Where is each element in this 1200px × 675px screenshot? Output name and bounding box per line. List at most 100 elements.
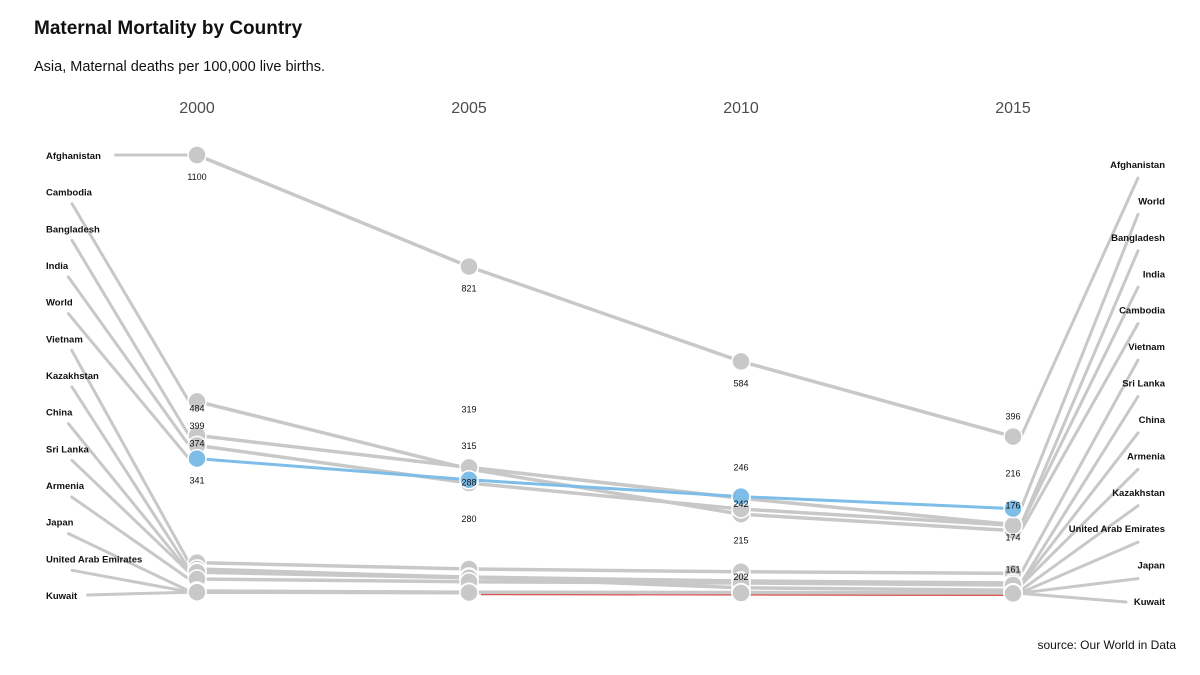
right-connector-united-arab-emirates <box>1019 540 1140 595</box>
left-label-world: World <box>46 298 73 309</box>
left-label-kazakhstan: Kazakhstan <box>46 371 99 382</box>
left-connector-sri-lanka <box>70 458 191 574</box>
left-label-china: China <box>46 408 73 419</box>
point-cambodia-2000 <box>187 391 207 412</box>
line-vietnam <box>195 560 1015 576</box>
line-bangladesh <box>195 433 1015 527</box>
data-label-2005-315: 315 <box>461 441 476 451</box>
line-afghanistan <box>195 153 1015 439</box>
country-labels: Afghanistan Cambodia Bangladesh India World V… <box>46 151 1166 608</box>
right-label-cambodia: Cambodia <box>1119 306 1166 317</box>
point-kuwait-2000 <box>187 582 207 602</box>
year-header-2000: 2000 <box>179 100 215 117</box>
point-kuwait-2015 <box>1003 583 1023 604</box>
data-label-2015-216: 216 <box>1005 469 1020 479</box>
left-label-sri-lanka: Sri Lanka <box>46 444 89 455</box>
right-label-india: India <box>1143 269 1166 280</box>
year-headers: 2000 2005 2010 2015 <box>179 100 1031 117</box>
left-connector-united-arab-emirates <box>70 568 191 594</box>
right-connector-india <box>1019 285 1140 527</box>
year-header-2010: 2010 <box>723 100 759 117</box>
data-label-2000-399: 399 <box>189 421 204 431</box>
data-label-2000-1100: 1100 <box>187 172 206 182</box>
chart-title: Maternal Mortality by Country <box>34 18 303 39</box>
left-connector-vietnam <box>70 348 191 565</box>
left-connector-japan <box>66 532 191 593</box>
data-label-2005-821: 821 <box>461 284 476 294</box>
right-label-kazakhstan: Kazakhstan <box>1112 488 1165 499</box>
right-connector-kuwait <box>1019 591 1128 604</box>
right-label-afghanistan: Afghanistan <box>1110 160 1165 171</box>
left-connector-world <box>66 312 191 461</box>
point-afghanistan-2015 <box>1003 426 1023 447</box>
right-connector-japan <box>1019 577 1140 595</box>
left-label-japan: Japan <box>46 518 74 529</box>
right-label-kuwait: Kuwait <box>1134 597 1166 608</box>
series-points <box>187 145 1023 604</box>
left-label-armenia: Armenia <box>46 481 85 492</box>
left-label-cambodia: Cambodia <box>46 188 93 199</box>
data-label-2005-288: 288 <box>461 477 476 487</box>
data-label-2015-396: 396 <box>1005 412 1020 422</box>
data-label-2015-161: 161 <box>1005 565 1020 575</box>
left-label-united-arab-emirates: United Arab Emirates <box>46 554 142 565</box>
data-label-2010-242: 242 <box>733 499 748 509</box>
left-connector-bangladesh <box>70 238 191 437</box>
right-connector-afghanistan <box>1019 176 1140 439</box>
point-kuwait-2010 <box>731 583 751 603</box>
right-label-vietnam: Vietnam <box>1128 342 1165 353</box>
data-label-2015-176: 176 <box>1005 501 1020 511</box>
left-label-afghanistan: Afghanistan <box>46 151 101 162</box>
point-afghanistan-2010 <box>731 351 751 372</box>
left-label-vietnam: Vietnam <box>46 334 83 345</box>
line-india <box>195 443 1015 528</box>
line-kuwait <box>195 590 1015 596</box>
data-label-2010-202: 202 <box>733 572 748 582</box>
left-label-kuwait: Kuwait <box>46 591 78 602</box>
data-label-2000-484: 484 <box>189 403 204 413</box>
chart-subtitle: Asia, Maternal deaths per 100,000 live b… <box>34 59 325 75</box>
point-world-2000 <box>187 448 207 469</box>
source-note: source: Our World in Data <box>1037 638 1177 652</box>
right-label-armenia: Armenia <box>1127 451 1166 462</box>
right-label-japan: Japan <box>1138 561 1166 572</box>
data-label-2005-319: 319 <box>461 404 476 414</box>
data-label-2010-215: 215 <box>733 536 748 546</box>
left-connector-india <box>66 275 191 447</box>
right-label-united-arab-emirates: United Arab Emirates <box>1069 524 1165 535</box>
right-connector-cambodia <box>1019 322 1140 533</box>
line-world <box>195 457 1015 511</box>
point-world-2015 <box>1003 498 1023 519</box>
point-kuwait-2005 <box>459 582 479 603</box>
left-connector-cambodia <box>70 202 191 403</box>
right-connector-world <box>1019 212 1140 511</box>
line-sri-lanka <box>195 570 1015 585</box>
point-world-2005 <box>459 470 479 490</box>
right-label-world: World <box>1138 196 1165 207</box>
data-label-2000-374: 374 <box>189 438 204 448</box>
right-connector-bangladesh <box>1019 249 1140 527</box>
data-label-2010-584: 584 <box>733 378 748 388</box>
left-label-india: India <box>46 261 69 272</box>
data-label-2010-246: 246 <box>733 463 748 473</box>
left-connector-kuwait <box>86 590 191 597</box>
left-label-bangladesh: Bangladesh <box>46 224 100 235</box>
point-afghanistan-2000 <box>187 145 207 165</box>
right-connector-kazakhstan <box>1019 504 1140 592</box>
data-label-2005-280: 280 <box>461 514 476 524</box>
year-header-2015: 2015 <box>995 100 1031 117</box>
label-connectors <box>66 153 1140 604</box>
data-label-2000-341: 341 <box>189 475 204 485</box>
data-label-2015-174: 174 <box>1005 533 1020 543</box>
right-connector-sri-lanka <box>1019 395 1140 585</box>
series-lines <box>195 153 1015 597</box>
right-connector-armenia <box>1019 467 1140 587</box>
right-connector-china <box>1019 431 1140 586</box>
line-armenia <box>195 577 1015 587</box>
year-header-2005: 2005 <box>451 100 487 117</box>
right-label-sri-lanka: Sri Lanka <box>1122 379 1165 390</box>
right-connector-vietnam <box>1019 358 1140 575</box>
right-label-bangladesh: Bangladesh <box>1111 233 1165 244</box>
left-connector-armenia <box>70 495 191 581</box>
